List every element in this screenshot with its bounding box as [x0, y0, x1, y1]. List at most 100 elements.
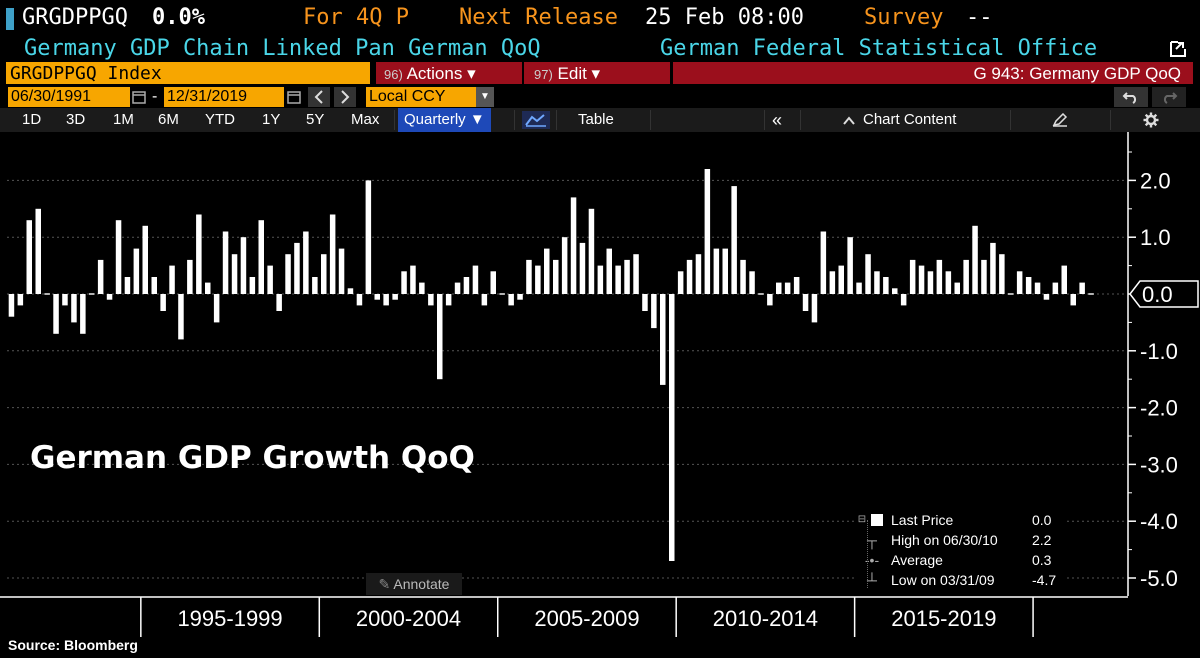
legend-collapse-icon[interactable]: ⊟ — [857, 514, 867, 525]
range-3d[interactable]: 3D — [66, 111, 86, 128]
calendar-icon[interactable] — [287, 90, 301, 104]
security-field[interactable]: GRGDPPGQ Index — [6, 62, 370, 84]
bar — [615, 265, 621, 294]
bar — [17, 294, 24, 306]
chart-content-button[interactable]: Chart Content — [863, 111, 957, 128]
bar — [428, 294, 434, 306]
bar — [909, 259, 916, 294]
header-row: GRGDPPGQ 0.0% For 4Q P Next Release 25 F… — [0, 0, 1200, 36]
bar — [8, 294, 15, 317]
last-value: 0.0% — [152, 5, 205, 30]
legend-value: -4.7 — [1032, 572, 1057, 588]
redo-button[interactable] — [1152, 87, 1186, 107]
prev-period-button[interactable] — [308, 87, 330, 107]
y-tick-label: 1.0 — [1140, 225, 1171, 250]
bar — [178, 294, 184, 340]
bar — [1061, 265, 1067, 294]
bar — [686, 259, 693, 294]
next-period-button[interactable] — [334, 87, 356, 107]
x-tick-label: 2005-2009 — [534, 606, 639, 631]
bar — [454, 282, 461, 294]
bar — [793, 277, 800, 294]
frequency-select[interactable]: Quarterly ▼ — [398, 108, 491, 132]
bar — [401, 271, 407, 294]
bar — [196, 214, 202, 294]
range-6m[interactable]: 6M — [158, 111, 179, 128]
bar — [963, 259, 969, 294]
range-1y[interactable]: 1Y — [262, 111, 281, 128]
line-chart-icon[interactable] — [522, 111, 550, 129]
bar — [829, 271, 836, 294]
bar — [954, 282, 960, 294]
undo-button[interactable] — [1114, 87, 1148, 107]
bar — [437, 294, 443, 380]
bar — [472, 265, 479, 294]
bar — [97, 259, 104, 294]
bar — [445, 294, 452, 306]
edit-menu[interactable]: 97) Edit ▾ — [524, 62, 670, 84]
bar — [321, 254, 327, 294]
range-1d[interactable]: 1D — [22, 111, 42, 128]
bar — [936, 259, 943, 294]
end-date-field[interactable]: 12/31/2019 — [164, 87, 284, 107]
gear-icon[interactable] — [1143, 112, 1159, 128]
annotate-button[interactable]: ✎ Annotate — [366, 573, 462, 595]
range-ytd[interactable]: YTD — [205, 111, 235, 128]
high-marker-icon: ┬ — [867, 532, 877, 548]
range-1m[interactable]: 1M — [113, 111, 134, 128]
legend-average: -•- Average 0.3 — [857, 550, 1065, 570]
start-date-field[interactable]: 06/30/1991 — [8, 87, 130, 107]
bar — [981, 259, 987, 294]
collapse-icon[interactable]: « — [772, 110, 783, 130]
bar — [249, 277, 256, 294]
chart-bars — [8, 169, 1094, 561]
bar — [89, 293, 95, 295]
x-tick-label: 2010-2014 — [713, 606, 818, 631]
legend-connector — [867, 520, 869, 588]
bar — [1008, 293, 1014, 295]
bar — [892, 288, 898, 294]
legend-value: 0.3 — [1032, 552, 1052, 568]
actions-menu[interactable]: 96) Actions ▾ — [376, 62, 522, 84]
bar — [865, 254, 871, 294]
bar — [784, 282, 791, 294]
bar — [115, 220, 122, 294]
bar — [990, 242, 996, 294]
currency-select[interactable]: Local CCY — [366, 87, 494, 107]
legend-value: 0.0 — [1032, 512, 1052, 528]
last-value-marker: 0.0 — [1129, 280, 1199, 308]
bar — [588, 208, 595, 294]
bar — [802, 294, 809, 311]
security-description: Germany GDP Chain Linked Pan German QoQ — [24, 36, 541, 61]
bar — [856, 282, 862, 294]
bar — [1025, 277, 1032, 294]
bar — [838, 265, 844, 294]
survey-value: -- — [966, 5, 993, 30]
ticker-label: GRGDPPGQ — [22, 5, 128, 30]
chevron-left-icon — [314, 90, 323, 104]
bar — [731, 186, 737, 294]
bar — [918, 265, 925, 294]
bar — [508, 294, 514, 306]
source-organization: German Federal Statistical Office — [660, 36, 1098, 61]
y-tick-label: -2.0 — [1140, 396, 1178, 421]
bar — [231, 254, 238, 294]
bar — [749, 271, 755, 294]
edit-pencil-icon[interactable] — [1052, 113, 1068, 127]
bar — [999, 254, 1005, 294]
bar — [276, 294, 282, 311]
bar — [499, 293, 505, 295]
bar — [820, 231, 827, 294]
range-5y[interactable]: 5Y — [306, 111, 325, 128]
range-max[interactable]: Max — [351, 111, 380, 128]
bar — [303, 231, 309, 294]
bar — [35, 208, 41, 294]
bar — [205, 282, 211, 294]
export-icon[interactable] — [1168, 39, 1188, 59]
currency-dropdown-arrow[interactable]: ▼ — [476, 87, 494, 107]
bar — [704, 169, 711, 294]
bar — [526, 259, 532, 294]
calendar-icon[interactable] — [132, 90, 146, 104]
table-tab[interactable]: Table — [578, 111, 614, 128]
bar — [312, 277, 318, 294]
